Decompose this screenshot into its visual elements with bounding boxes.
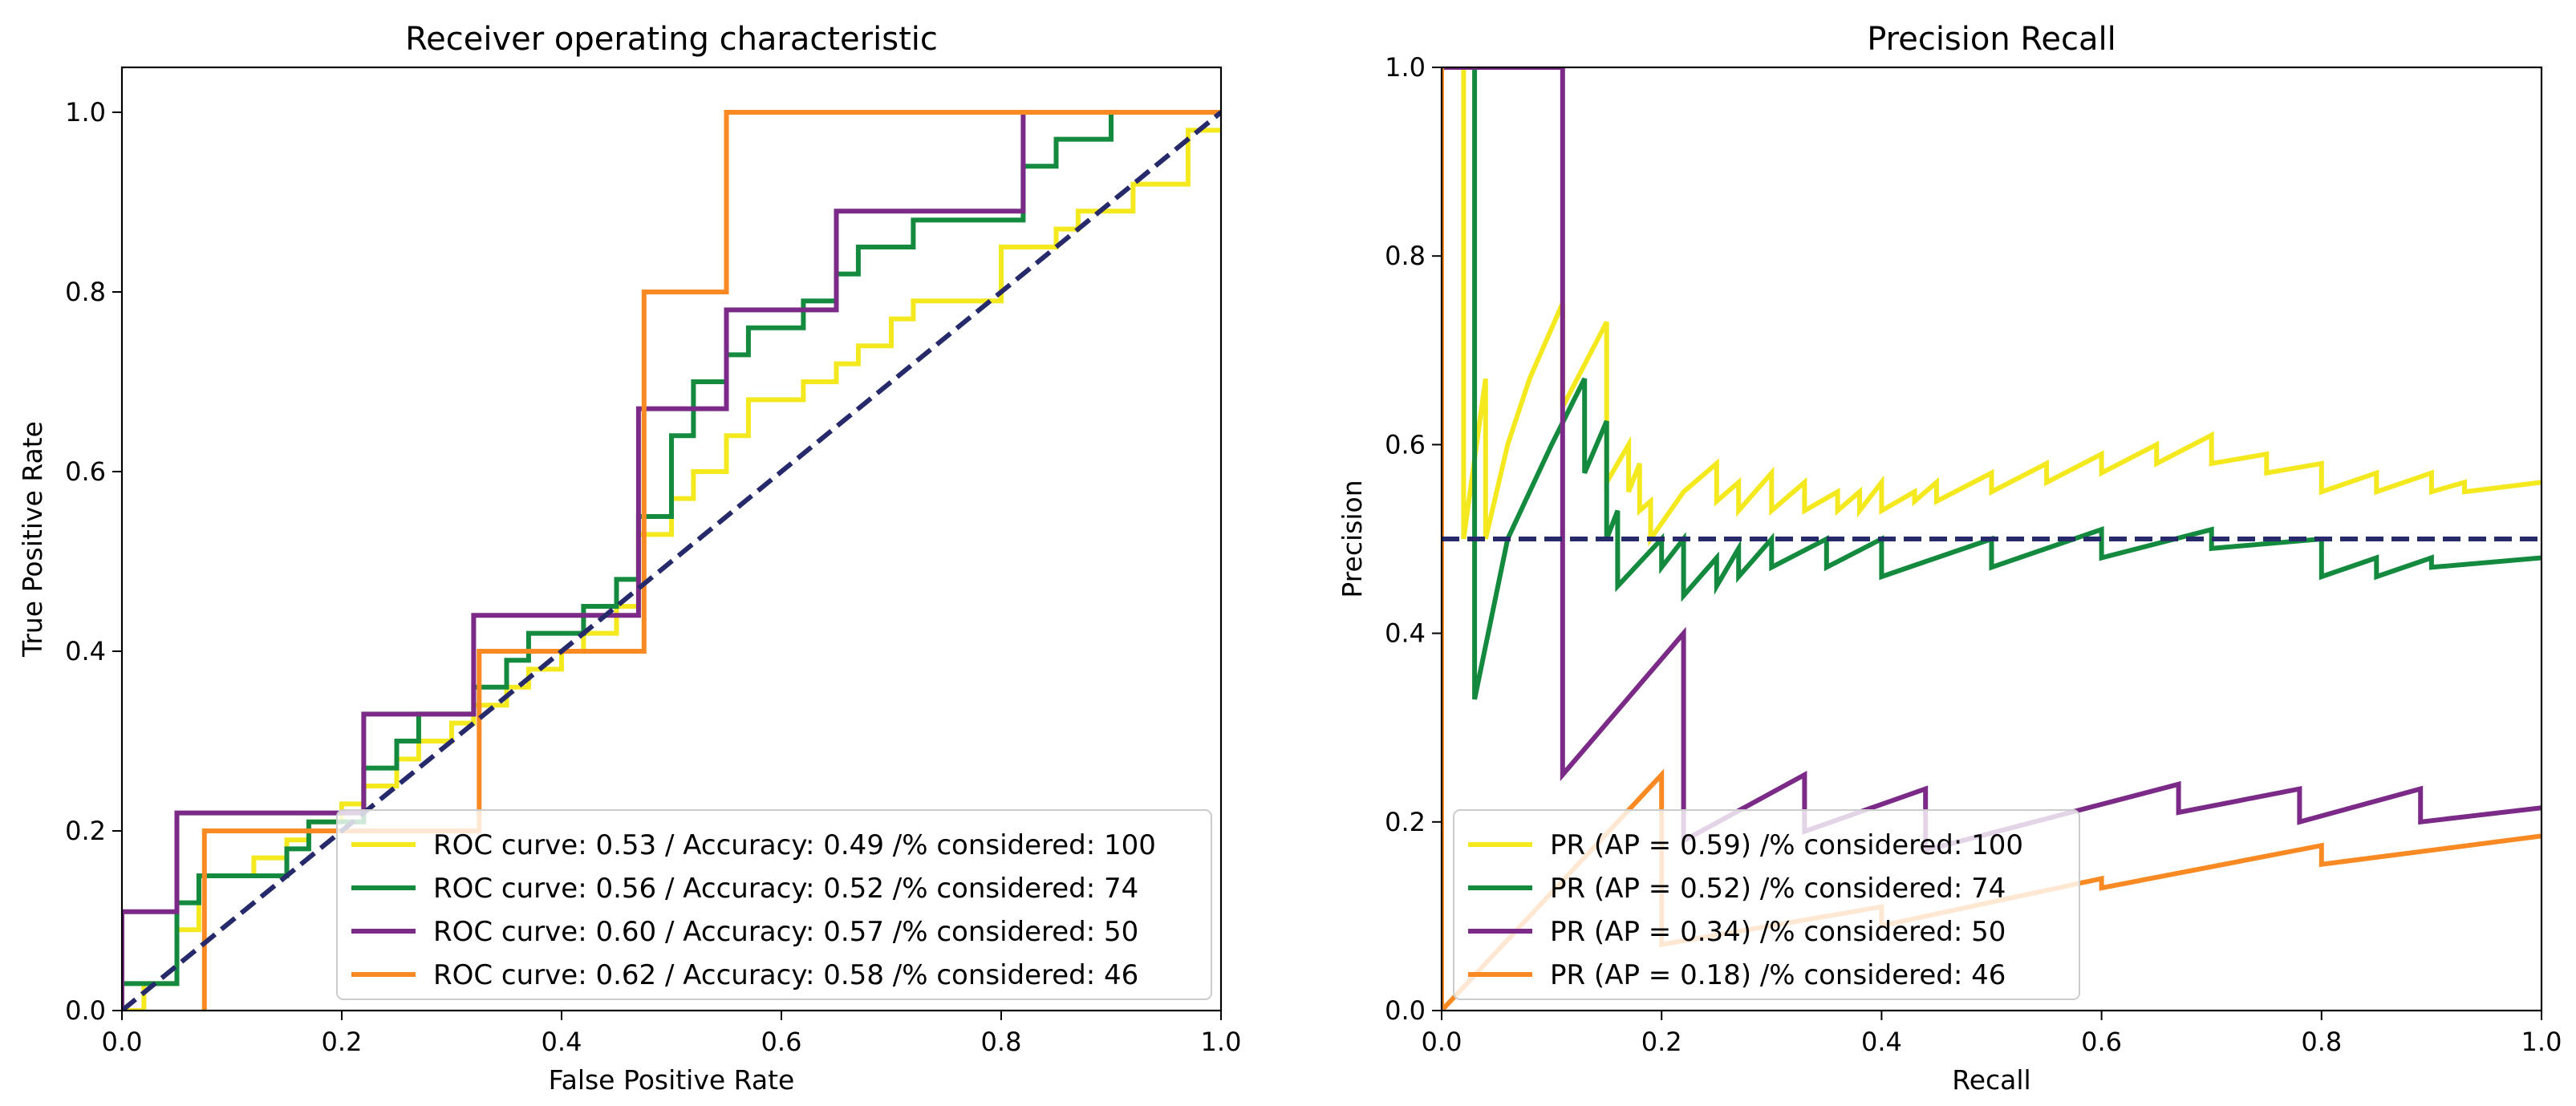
legend-entry-label: ROC curve: 0.53 / Accuracy: 0.49 /% cons… xyxy=(433,829,1156,861)
chart-roc: 0.0 0.2 0.4 0.6 0.8 1.0 0.0 0.2 0.4 0.6 0.8 1.0 Rece… xyxy=(17,21,1241,1096)
y-tick-label: 1.0 xyxy=(65,97,106,128)
y-tick-label: 0.8 xyxy=(1385,241,1426,271)
chart-title: Precision Recall xyxy=(1867,21,2116,58)
axes-frame xyxy=(120,66,1223,1012)
y-tick-label: 1.0 xyxy=(1385,52,1426,83)
y-tick-label: 0.4 xyxy=(65,636,106,666)
x-tick-label: 0.0 xyxy=(1422,1027,1462,1057)
y-axis-label: True Positive Rate xyxy=(17,421,48,658)
x-tick-label: 0.4 xyxy=(1861,1027,1902,1057)
legend-entry-label: PR (AP = 0.59) /% considered: 100 xyxy=(1550,829,2023,861)
x-tick-label: 1.0 xyxy=(2521,1027,2562,1057)
y-tick-label: 0.4 xyxy=(1385,618,1426,649)
series-line-3 xyxy=(122,110,1221,1011)
x-axis-label: False Positive Rate xyxy=(549,1064,795,1096)
x-tick-label: 0.2 xyxy=(1641,1027,1682,1057)
y-axis-label: Precision xyxy=(1337,480,1368,598)
axes-frame xyxy=(1440,66,2543,1012)
y-tick-label: 0.6 xyxy=(1385,429,1426,460)
series-line-1 xyxy=(1442,67,2542,547)
x-tick-label: 0.2 xyxy=(322,1027,363,1057)
legend-entry-label: ROC curve: 0.56 / Accuracy: 0.52 /% cons… xyxy=(433,873,1138,905)
legend-entry-label: PR (AP = 0.34) /% considered: 50 xyxy=(1550,916,2006,948)
x-tick-label: 0.4 xyxy=(542,1027,582,1057)
legend: ROC curve: 0.53 / Accuracy: 0.49 /% cons… xyxy=(336,809,1212,1000)
legend-entry-label: ROC curve: 0.60 / Accuracy: 0.57 /% cons… xyxy=(433,916,1138,948)
y-tick-label: 0.6 xyxy=(65,456,106,487)
y-tick-label: 0.2 xyxy=(1385,807,1426,837)
legend-entry-label: PR (AP = 0.18) /% considered: 46 xyxy=(1550,959,2006,991)
legend: PR (AP = 0.59) /% considered: 100 PR (AP … xyxy=(1453,809,2080,1000)
x-tick-label: 0.6 xyxy=(2081,1027,2122,1057)
legend-entry-label: ROC curve: 0.62 / Accuracy: 0.58 /% cons… xyxy=(433,959,1138,991)
x-tick-label: 0.0 xyxy=(102,1027,143,1057)
y-tick-label: 0.0 xyxy=(1385,995,1426,1026)
chart-title: Receiver operating characteristic xyxy=(405,21,938,58)
legend-entry-label: PR (AP = 0.52) /% considered: 74 xyxy=(1550,873,2006,905)
x-axis-label: Recall xyxy=(1952,1064,2030,1096)
y-tick-label: 0.0 xyxy=(65,995,106,1026)
y-tick-label: 0.8 xyxy=(65,277,106,307)
x-tick-label: 0.8 xyxy=(981,1027,1022,1057)
plot-area xyxy=(122,110,1221,1011)
chart-pr: 0.0 0.2 0.4 0.6 0.8 1.0 0.0 0.2 0.4 0.6 0.8 1.0 Prec… xyxy=(1337,21,2562,1096)
y-tick-label: 0.2 xyxy=(65,816,106,846)
series-line-1 xyxy=(122,128,1221,1011)
series-line-2 xyxy=(1472,67,2542,700)
x-tick-label: 0.8 xyxy=(2301,1027,2342,1057)
series-line-4 xyxy=(201,110,1221,1011)
x-tick-label: 1.0 xyxy=(1201,1027,1242,1057)
x-tick-label: 0.6 xyxy=(761,1027,802,1057)
reference-dashed-line xyxy=(122,110,1221,1011)
series-line-2 xyxy=(122,110,1221,1011)
